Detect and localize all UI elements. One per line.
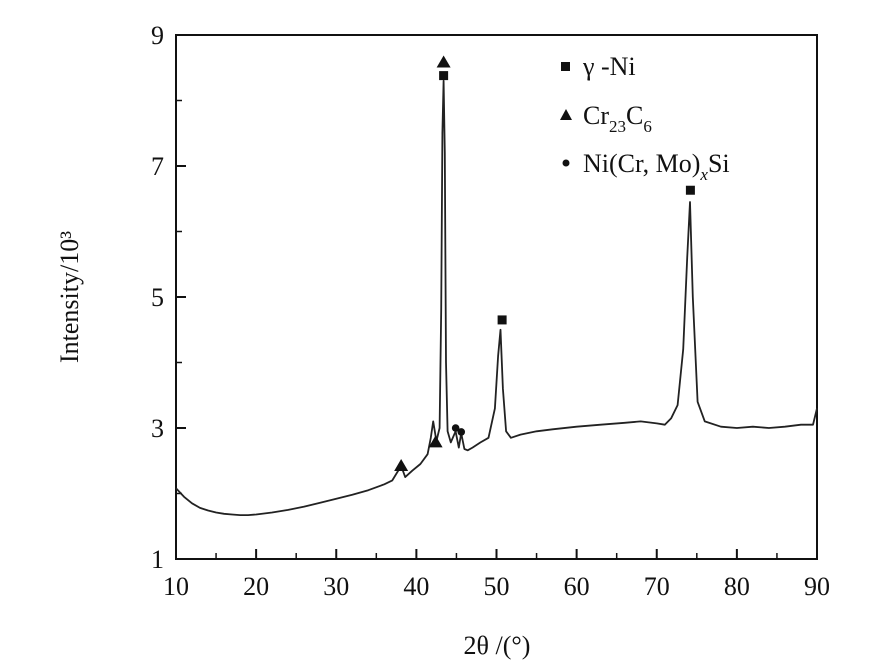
- peak-markers: [394, 55, 695, 471]
- data-layer: [175, 79, 818, 516]
- y-tick-label: 5: [151, 283, 164, 312]
- y-tick-label: 9: [151, 21, 164, 50]
- y-axis-title: Intensity/10³: [55, 231, 84, 363]
- legend-cr-subscript: 23: [609, 117, 626, 136]
- x-tick-label: 80: [724, 572, 750, 601]
- legend-x-subscript: x: [699, 165, 708, 184]
- legend-c-subscript: 6: [643, 117, 652, 136]
- legend-item-ni-cr-mo-si: Ni(Cr, Mo)xSi: [562, 149, 730, 184]
- x-tick-label: 90: [804, 572, 830, 601]
- triangle-marker-icon: [560, 109, 572, 120]
- y-tick-label: 1: [151, 545, 164, 574]
- x-tick-label: 60: [564, 572, 590, 601]
- plot-frame: [175, 34, 818, 560]
- circle-marker: [451, 424, 460, 432]
- legend-label-cr23c6: Cr23C6: [583, 101, 652, 136]
- square-marker: [685, 185, 695, 195]
- axis-ticks: 10 20 30 40 50 60 70 80 90 1 3 5 7 9: [151, 21, 830, 601]
- x-tick-label: 70: [644, 572, 670, 601]
- circle-marker-icon: [562, 159, 570, 167]
- x-axis-title: 2θ /(°): [464, 631, 531, 660]
- triangle-marker: [436, 55, 451, 68]
- triangle-marker: [394, 458, 409, 471]
- x-tick-label: 40: [403, 572, 429, 601]
- square-marker-icon: [561, 62, 570, 71]
- y-tick-label: 3: [151, 414, 164, 443]
- x-tick-label: 20: [243, 572, 269, 601]
- legend-label-gamma-ni: γ -Ni: [582, 52, 636, 81]
- square-marker: [439, 71, 449, 81]
- legend-label-ni-cr-mo-si: Ni(Cr, Mo)xSi: [583, 149, 730, 184]
- triangle-marker: [428, 435, 443, 448]
- legend-item-cr23c6: Cr23C6: [560, 101, 652, 136]
- legend: γ -Ni Cr23C6 Ni(Cr, Mo)xSi: [560, 52, 730, 184]
- legend-si-text: Si: [708, 149, 730, 178]
- legend-cr-text: Cr: [583, 101, 609, 130]
- y-tick-label: 7: [151, 152, 164, 181]
- legend-ni-text: Ni(Cr, Mo): [583, 149, 700, 178]
- x-tick-label: 30: [323, 572, 349, 601]
- x-tick-label: 50: [484, 572, 510, 601]
- legend-c-text: C: [626, 101, 643, 130]
- legend-item-gamma-ni: γ -Ni: [561, 52, 636, 81]
- circle-marker: [457, 428, 466, 436]
- square-marker: [497, 315, 507, 325]
- diffraction-line: [175, 79, 818, 516]
- x-tick-label: 10: [163, 572, 189, 601]
